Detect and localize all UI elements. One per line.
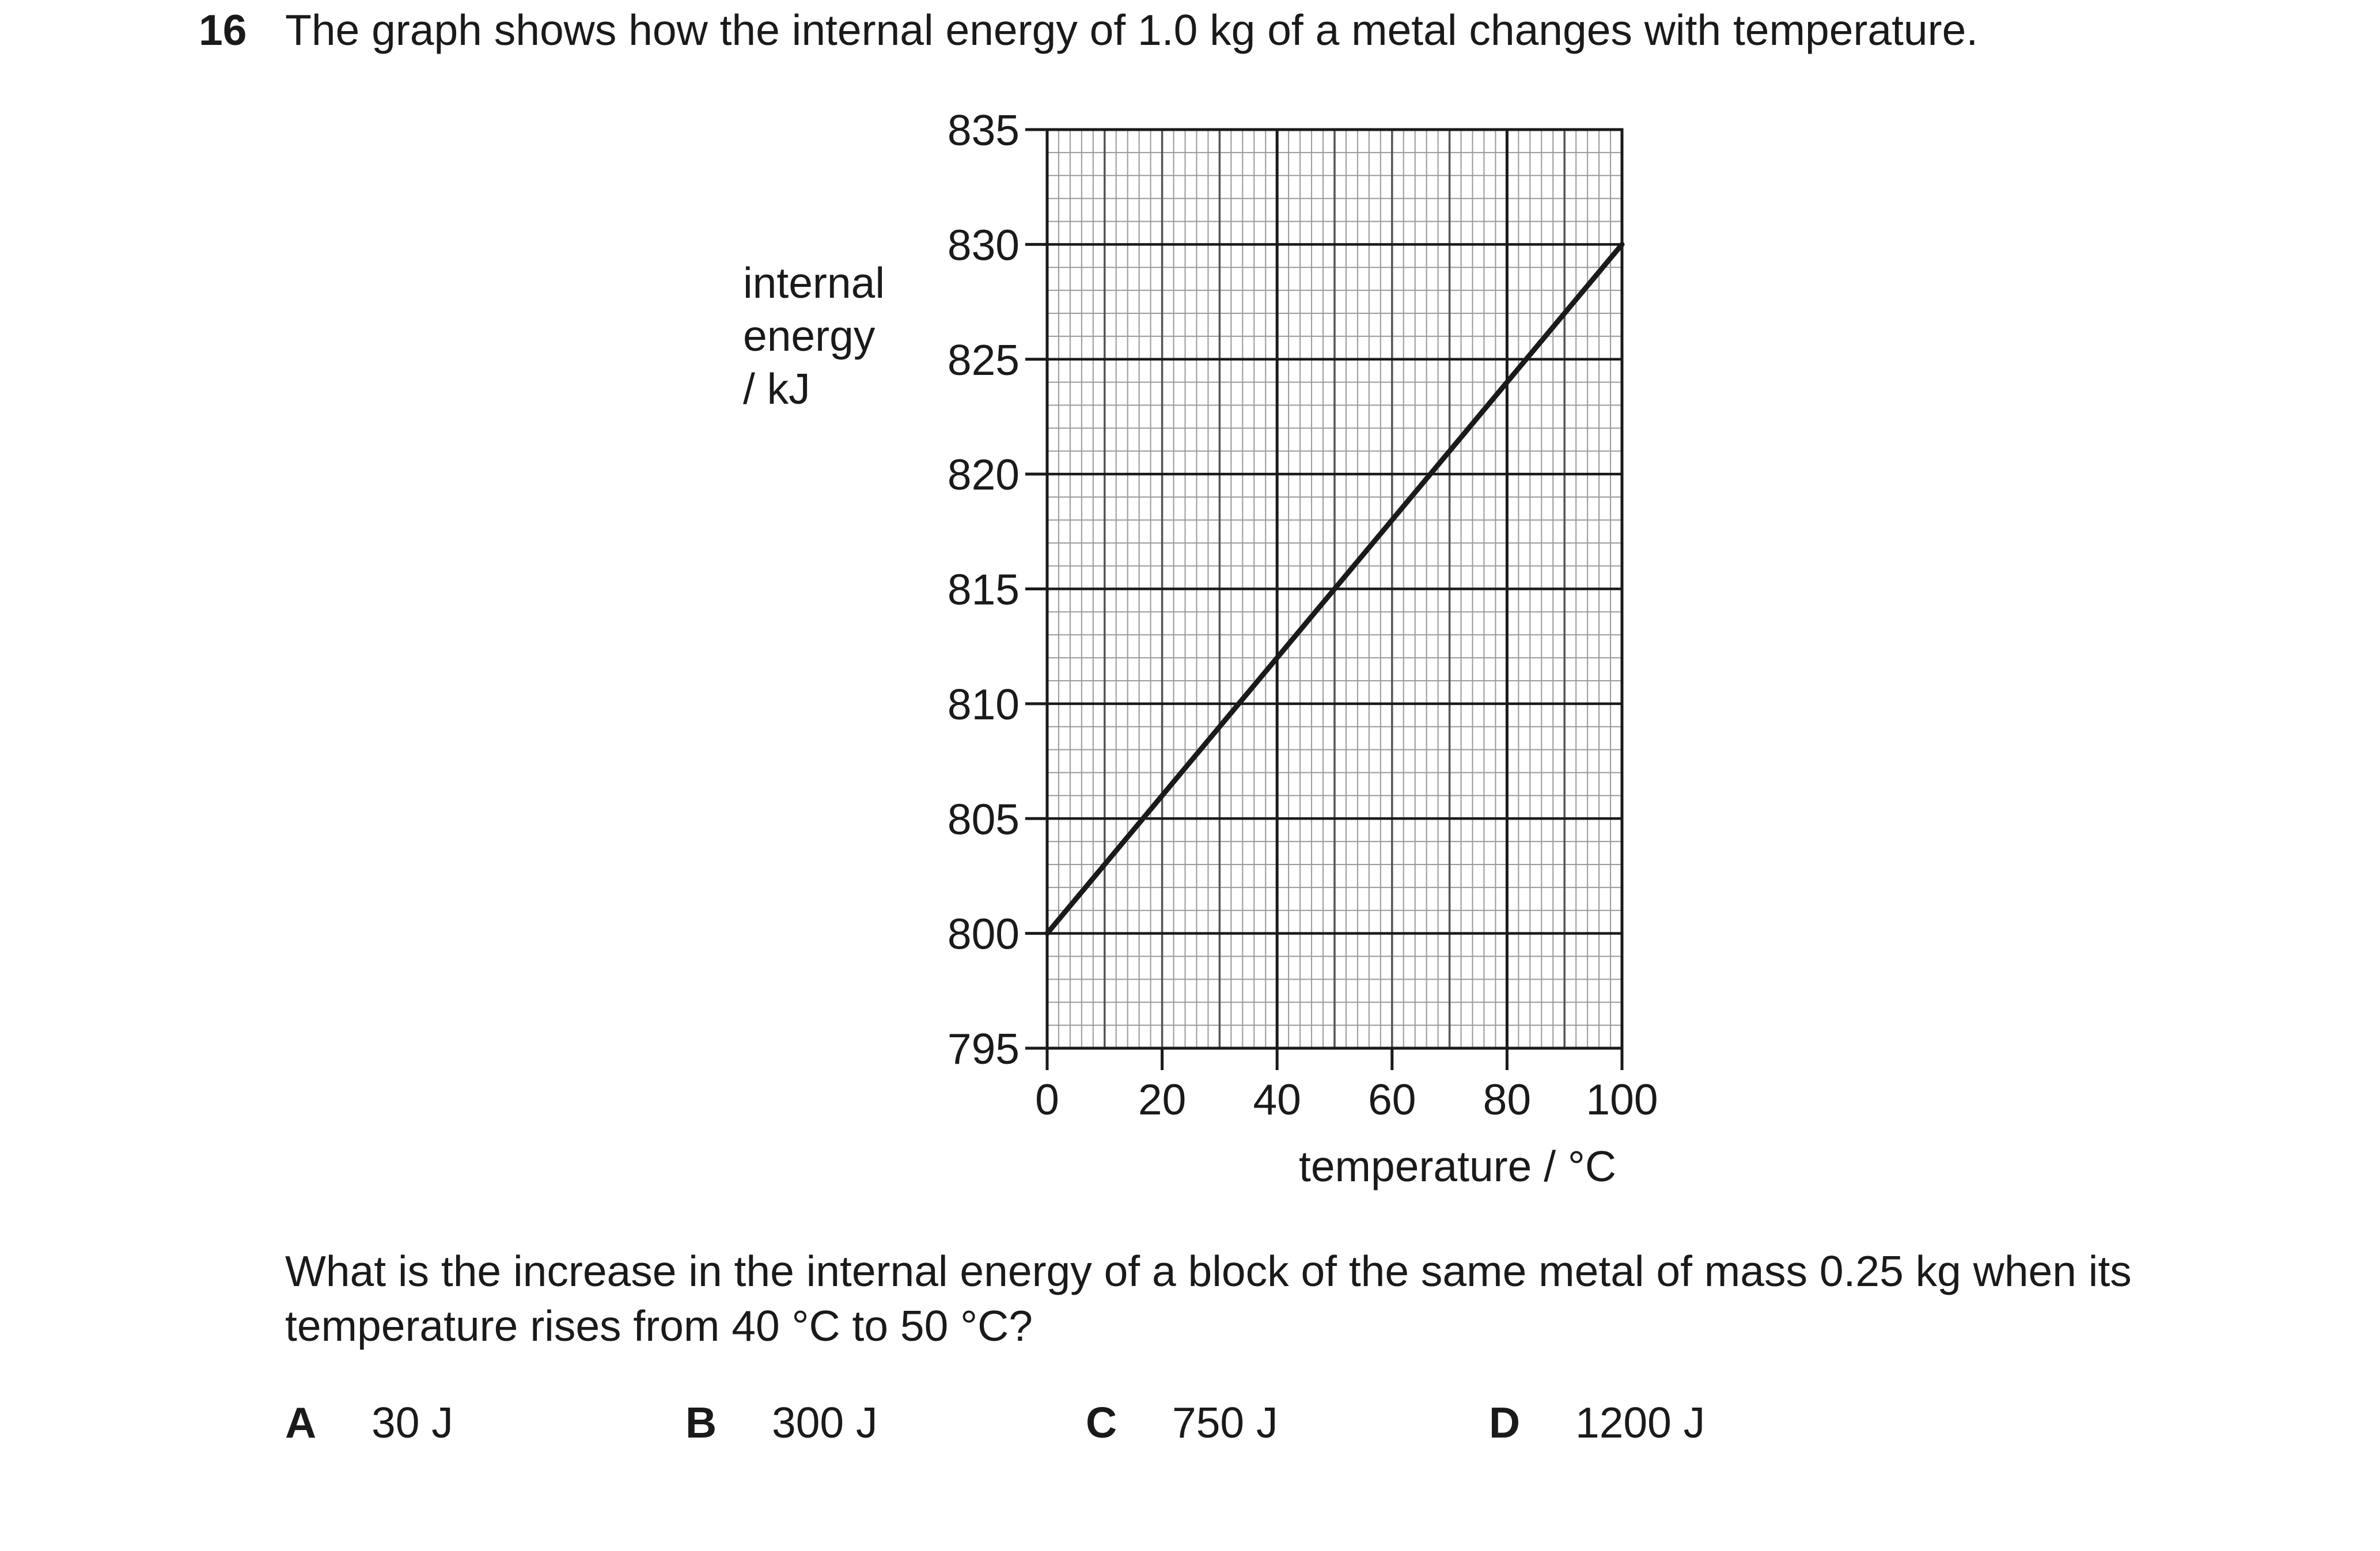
x-tick-label: 0 (1035, 1075, 1059, 1124)
option-d-letter: D (1489, 1398, 1521, 1447)
y-tick-label: 830 (948, 221, 1020, 269)
option-b-text: 300 J (772, 1398, 878, 1447)
x-tick-label: 60 (1368, 1075, 1416, 1124)
series (1044, 241, 1625, 936)
option-b-letter: B (685, 1398, 717, 1447)
option-d[interactable]: D 1200 J (1489, 1394, 1705, 1451)
y-tick-label: 815 (948, 566, 1020, 614)
option-a-text: 30 J (372, 1398, 453, 1447)
y-axis-label-line-2: energy (743, 312, 876, 360)
question-prompt: What is the increase in the internal ene… (285, 1247, 2132, 1350)
question-stem: The graph shows how the internal energy … (285, 6, 1979, 54)
series-line (1044, 241, 1625, 936)
y-tick-label: 835 (948, 106, 1020, 154)
option-c-letter: C (1086, 1398, 1117, 1447)
option-c-text: 750 J (1172, 1398, 1278, 1447)
option-c[interactable]: C 750 J (1086, 1394, 1278, 1451)
x-tick-label: 20 (1138, 1075, 1186, 1124)
y-tick-label: 820 (948, 450, 1020, 499)
y-axis-label-line-1: internal (743, 259, 885, 307)
option-a-letter: A (285, 1398, 317, 1447)
option-b[interactable]: B 300 J (685, 1394, 877, 1451)
line-chart: 795 800 805 810 815 820 825 830 835 0 20 40 60 80 100 (948, 106, 1658, 1124)
y-axis-label: internal energy / kJ (743, 256, 885, 415)
y-tick-label: 800 (948, 910, 1020, 958)
question-number: 16 (199, 6, 247, 54)
x-tick-label: 80 (1483, 1075, 1531, 1124)
x-ticks: 0 20 40 60 80 100 (1035, 1048, 1658, 1124)
y-tick-label: 810 (948, 680, 1020, 729)
option-d-text: 1200 J (1575, 1398, 1706, 1447)
x-axis-label: temperature / °C (1299, 1142, 1617, 1190)
y-axis-label-line-3: / kJ (743, 365, 810, 413)
option-a[interactable]: A 30 J (285, 1394, 453, 1451)
y-tick-label: 805 (948, 795, 1020, 843)
y-ticks: 795 800 805 810 815 820 825 830 835 (948, 106, 1047, 1073)
y-tick-label: 795 (948, 1025, 1020, 1073)
x-tick-label: 40 (1253, 1075, 1301, 1124)
y-tick-label: 825 (948, 336, 1020, 384)
x-tick-label: 100 (1586, 1075, 1658, 1124)
